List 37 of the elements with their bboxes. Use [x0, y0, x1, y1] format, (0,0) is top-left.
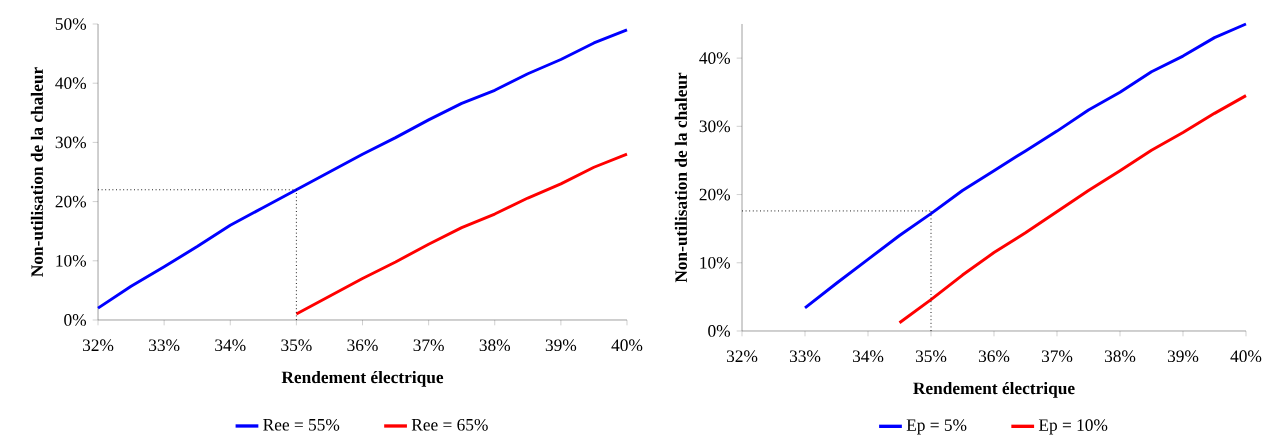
x-tick-label: 32%	[82, 339, 114, 352]
y-tick-label: 20%	[699, 188, 731, 201]
x-axis-title: Rendement électrique	[281, 370, 444, 387]
x-tick-label: 35%	[915, 350, 947, 363]
y-tick-label: 30%	[55, 136, 87, 149]
legend-label: Ep = 5%	[906, 419, 967, 435]
x-tick-label: 36%	[347, 339, 378, 352]
y-tick-label: 20%	[55, 195, 87, 208]
x-tick-label: 34%	[852, 350, 884, 363]
y-tick-label: 0%	[64, 314, 87, 326]
y-tick-label: 50%	[55, 18, 87, 30]
x-tick-label: 40%	[1230, 350, 1262, 363]
y-tick-label: 10%	[700, 256, 731, 269]
legend-label: Ree = 55%	[263, 418, 340, 431]
y-axis-title: Non-utilisation de la chaleur	[30, 67, 44, 277]
legend-label: Ree = 65%	[411, 418, 488, 431]
x-tick-label: 37%	[1041, 350, 1073, 363]
legend-label: Ep = 10%	[1038, 419, 1108, 435]
x-tick-label: 33%	[789, 350, 821, 363]
x-tick-label: 35%	[281, 339, 312, 352]
x-tick-label: 37%	[413, 339, 444, 352]
x-tick-label: 38%	[1104, 350, 1136, 363]
x-tick-label: 39%	[545, 339, 577, 352]
x-tick-label: 39%	[1167, 350, 1199, 363]
x-tick-label: 38%	[479, 339, 511, 352]
y-tick-label: 0%	[708, 325, 731, 337]
x-axis-title: Rendement électrique	[913, 381, 1075, 398]
y-tick-label: 30%	[699, 120, 731, 133]
y-tick-label: 40%	[699, 52, 731, 64]
x-tick-label: 36%	[978, 350, 1010, 363]
x-tick-label: 34%	[215, 339, 246, 352]
x-tick-label: 33%	[149, 339, 180, 352]
x-tick-label: 32%	[726, 350, 758, 363]
y-tick-label: 40%	[55, 77, 87, 90]
y-tick-label: 10%	[56, 254, 87, 267]
y-axis-title: Non-utilisation de la chaleur	[674, 72, 688, 283]
x-tick-label: 40%	[611, 339, 643, 352]
